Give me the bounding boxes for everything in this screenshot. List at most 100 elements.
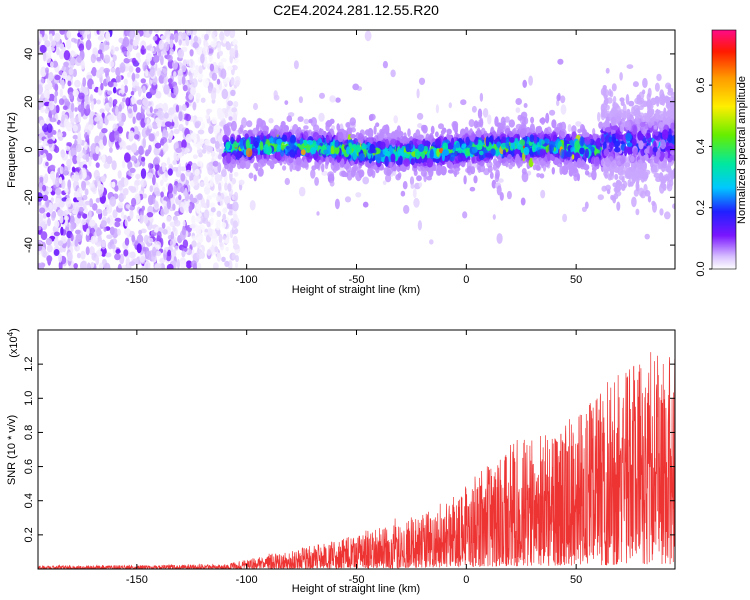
heatmap-cell <box>390 69 396 78</box>
heatmap-cell <box>233 150 237 156</box>
heatmap-cell <box>304 152 310 158</box>
heatmap-cell <box>280 141 285 151</box>
heatmap-cell <box>145 31 151 38</box>
heatmap-cell <box>141 156 146 162</box>
heatmap-cell <box>80 60 86 70</box>
heatmap-cell <box>206 162 213 172</box>
heatmap-cell <box>310 147 317 155</box>
heatmap-cell <box>101 128 108 134</box>
heatmap-cell <box>190 132 197 140</box>
heatmap-cell <box>118 193 125 203</box>
heatmap-cell <box>189 193 194 202</box>
heatmap-cell <box>217 162 222 174</box>
heatmap-cell <box>77 213 82 219</box>
heatmap-cell <box>349 117 356 126</box>
heatmap-cell <box>129 39 134 46</box>
heatmap-cell <box>99 66 106 75</box>
heatmap-cell <box>195 64 199 70</box>
heatmap-cell <box>123 188 129 196</box>
heatmap-cell <box>650 159 654 168</box>
heatmap-cell <box>369 143 376 154</box>
heatmap-cell <box>225 141 231 150</box>
heatmap-cell <box>46 244 53 253</box>
heatmap-cell <box>181 139 187 150</box>
heatmap-cell <box>263 143 269 154</box>
spectrogram-heatmap <box>38 30 675 269</box>
heatmap-cell <box>168 132 173 141</box>
heatmap-cell <box>520 146 524 154</box>
heatmap-cell <box>222 213 227 221</box>
heatmap-cell <box>81 180 87 191</box>
heatmap-cell <box>124 152 131 163</box>
heatmap-cell <box>160 35 167 40</box>
heatmap-cell <box>132 39 139 46</box>
heatmap-cell <box>104 97 109 103</box>
heatmap-cell <box>418 182 423 188</box>
heatmap-cell <box>90 261 95 269</box>
heatmap-cell <box>375 122 380 127</box>
heatmap-cell <box>331 156 335 166</box>
heatmap-cell <box>253 174 257 182</box>
heatmap-cell <box>52 130 57 135</box>
heatmap-cell <box>368 114 374 122</box>
heatmap-cell <box>629 166 635 173</box>
heatmap-cell <box>219 121 225 127</box>
heatmap-cell <box>329 95 336 103</box>
heatmap-cell <box>152 246 157 257</box>
heatmap-cell <box>163 205 168 213</box>
heatmap-cell <box>189 49 194 57</box>
heatmap-cell <box>221 169 227 178</box>
heatmap-cell <box>69 215 75 225</box>
heatmap-cell <box>191 215 196 225</box>
heatmap-cell <box>557 58 564 65</box>
heatmap-cell <box>134 239 139 246</box>
heatmap-cell <box>124 85 128 94</box>
heatmap-cell <box>222 235 226 240</box>
heatmap-cell <box>362 201 369 208</box>
heatmap-cell <box>352 150 358 161</box>
heatmap-cell <box>213 30 218 36</box>
heatmap-cell <box>156 67 161 77</box>
heatmap-cell <box>67 80 72 87</box>
heatmap-cell <box>295 156 302 166</box>
heatmap-cell <box>130 90 135 96</box>
heatmap-cell <box>149 106 153 113</box>
heatmap-cell <box>537 160 544 166</box>
heatmap-cell <box>568 168 574 177</box>
heatmap-cell <box>115 75 121 83</box>
heatmap-cell <box>42 184 47 192</box>
heatmap-cell <box>625 170 632 179</box>
heatmap-cell <box>138 88 143 94</box>
heatmap-cell <box>634 108 641 119</box>
heatmap-cell <box>54 32 61 42</box>
heatmap-cell <box>182 84 188 92</box>
heatmap-cell <box>128 108 133 114</box>
heatmap-cell <box>310 117 317 127</box>
heatmap-cell <box>591 169 597 181</box>
heatmap-cell <box>82 203 87 210</box>
heatmap-cell <box>72 124 78 132</box>
heatmap-cell <box>389 161 393 169</box>
heatmap-cell <box>551 167 555 175</box>
heatmap-cell <box>185 113 192 122</box>
heatmap-cell <box>334 139 340 148</box>
heatmap-cell <box>268 118 274 124</box>
heatmap-cell <box>84 95 89 102</box>
heatmap-cell <box>49 117 57 123</box>
heatmap-cell <box>155 250 162 257</box>
heatmap-cell <box>59 79 63 85</box>
heatmap-cell <box>192 30 197 36</box>
heatmap-cell <box>428 167 434 178</box>
heatmap-cell <box>48 93 55 102</box>
heatmap-cell <box>390 138 398 145</box>
heatmap-cell <box>121 160 126 169</box>
heatmap-cell <box>210 217 214 226</box>
heatmap-cell <box>558 130 566 136</box>
heatmap-cell <box>232 243 240 250</box>
heatmap-cell <box>56 132 63 138</box>
heatmap-cell <box>321 163 325 173</box>
heatmap-cell <box>234 44 238 51</box>
heatmap-cell <box>63 215 69 221</box>
heatmap-cell <box>62 71 67 80</box>
